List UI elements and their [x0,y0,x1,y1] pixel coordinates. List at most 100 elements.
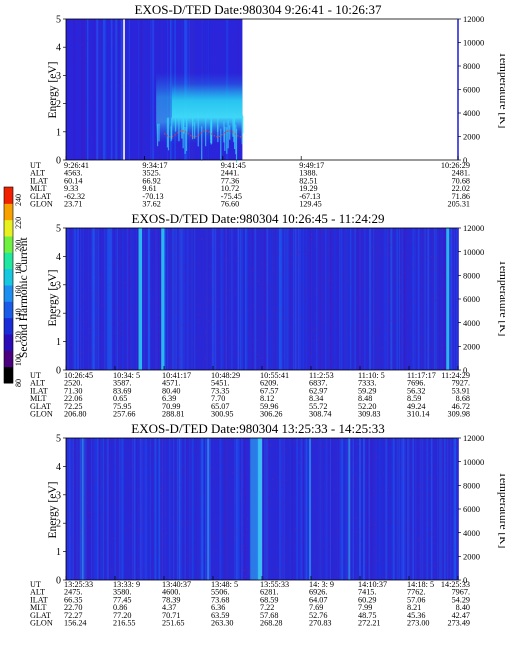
spectrogram-speckle [111,439,113,441]
spectrogram-speckle [433,465,435,467]
spectrogram-speckle [196,351,197,353]
spectrogram-speckle [290,243,292,244]
spectrogram-speckle [287,267,289,269]
spectrogram-speckle [281,317,283,319]
temperature-trace-point [169,136,171,138]
spectrogram-speckle [100,465,102,467]
spectrogram-speckle [197,571,198,572]
spectrogram-streak [121,438,124,580]
info-cell: 4571. [162,379,180,388]
spectrogram-speckle [146,329,148,331]
spectrogram-speckle [101,333,103,335]
y-tick-label: 3 [56,71,61,82]
spectrogram-speckle [320,562,322,564]
spectrogram-speckle [194,234,196,235]
spectrogram-streak [167,228,169,370]
spectrogram-speckle [264,467,265,469]
spectrogram-speckle [204,358,206,360]
spectrogram-speckle [450,269,452,271]
spectrogram-speckle [293,341,294,343]
spectrogram-speckle [358,237,360,239]
info-cell: 13:48: 5 [211,580,238,589]
spectrogram-speckle [379,261,381,263]
spectrogram-speckle [282,265,284,267]
spectrogram-speckle [130,460,132,462]
spectrogram-bright-band [138,228,143,370]
y-tick-label: 2 [56,519,61,530]
spectrogram-speckle [201,238,202,240]
spectrogram-streak [206,438,208,580]
spectrogram-streak [424,228,426,370]
spectrogram-speckle [122,447,124,449]
spectrogram-streak [300,438,302,580]
spectrogram-speckle [154,240,156,242]
spectrogram-speckle [103,559,105,561]
spectrogram-speckle [449,360,451,362]
colorbar-swatch [4,187,13,204]
spectrogram-speckle [383,540,385,541]
spectrogram-streak [245,228,246,370]
spectrogram-hot-streak [201,126,203,161]
spectrogram-speckle [455,324,457,326]
spectrogram-streak [272,228,275,370]
y-tick-label: 2 [56,309,61,320]
spectrogram-speckle [391,559,393,561]
spectrogram-speckle [360,360,362,362]
spectrogram-speckle [231,566,233,568]
spectrogram-speckle [351,448,352,450]
spectrogram-speckle [306,548,308,549]
temperature-trace-point [208,131,210,133]
spectrogram-speckle [177,521,179,523]
spectrogram-streak [278,228,281,370]
spectrogram-streak [136,228,139,370]
info-cell: 13:25:33 [64,580,93,589]
temperature-trace-point [211,133,213,135]
spectrogram-panel-2: EXOS-D/TED Date:980304 10:26:45 - 11:24:… [30,211,505,419]
y2-tick-label: 8000 [463,61,480,71]
spectrogram-streak [184,438,186,580]
spectrogram-streak [225,438,228,580]
spectrogram-speckle [431,455,432,457]
temperature-trace-point [237,135,239,137]
spectrogram-speckle [293,310,294,312]
spectrogram-speckle [435,468,437,470]
info-row-label: ALT [30,379,45,388]
spectrogram-streak [101,438,103,580]
spectrogram-streak [164,438,166,580]
spectrogram-speckle [109,264,111,266]
spectrogram-speckle [449,240,451,241]
spectrogram-speckle [182,324,184,326]
spectrogram-speckle [71,455,73,456]
spectrogram-speckle [191,498,193,499]
spectrogram-speckle [86,484,87,486]
spectrogram-speckle [157,443,159,444]
temperature-trace-point [187,133,189,135]
info-row-label: GLAT [30,402,51,411]
spectrogram-streak [439,438,441,580]
spectrogram-speckle [372,275,373,277]
spectrogram-streak [129,228,131,370]
spectrogram-streak [245,228,247,370]
spectrogram-speckle [122,500,124,502]
spectrogram-speckle [81,352,82,353]
spectrogram-speckle [170,482,172,484]
spectrogram-speckle [437,297,439,299]
info-cell: 273.00 [407,619,430,628]
spectrogram-speckle [232,472,234,474]
spectrogram-speckle [277,482,279,484]
spectrogram-speckle [282,569,284,570]
spectrogram-speckle [224,30,226,32]
spectrogram-speckle [292,351,294,353]
spectrogram-speckle [71,291,73,293]
spectrogram-speckle [92,453,94,455]
info-cell: 73.35 [211,386,229,395]
spectrogram-streak [449,438,452,580]
spectrogram-streak [246,228,248,370]
spectrogram-streak [426,228,428,370]
spectrogram-streak [76,438,79,580]
spectrogram-streak [95,438,98,580]
spectrogram-streak [416,228,419,370]
spectrogram-speckle [374,467,376,469]
spectrogram-speckle [126,364,127,365]
spectrogram-speckle [358,490,360,492]
